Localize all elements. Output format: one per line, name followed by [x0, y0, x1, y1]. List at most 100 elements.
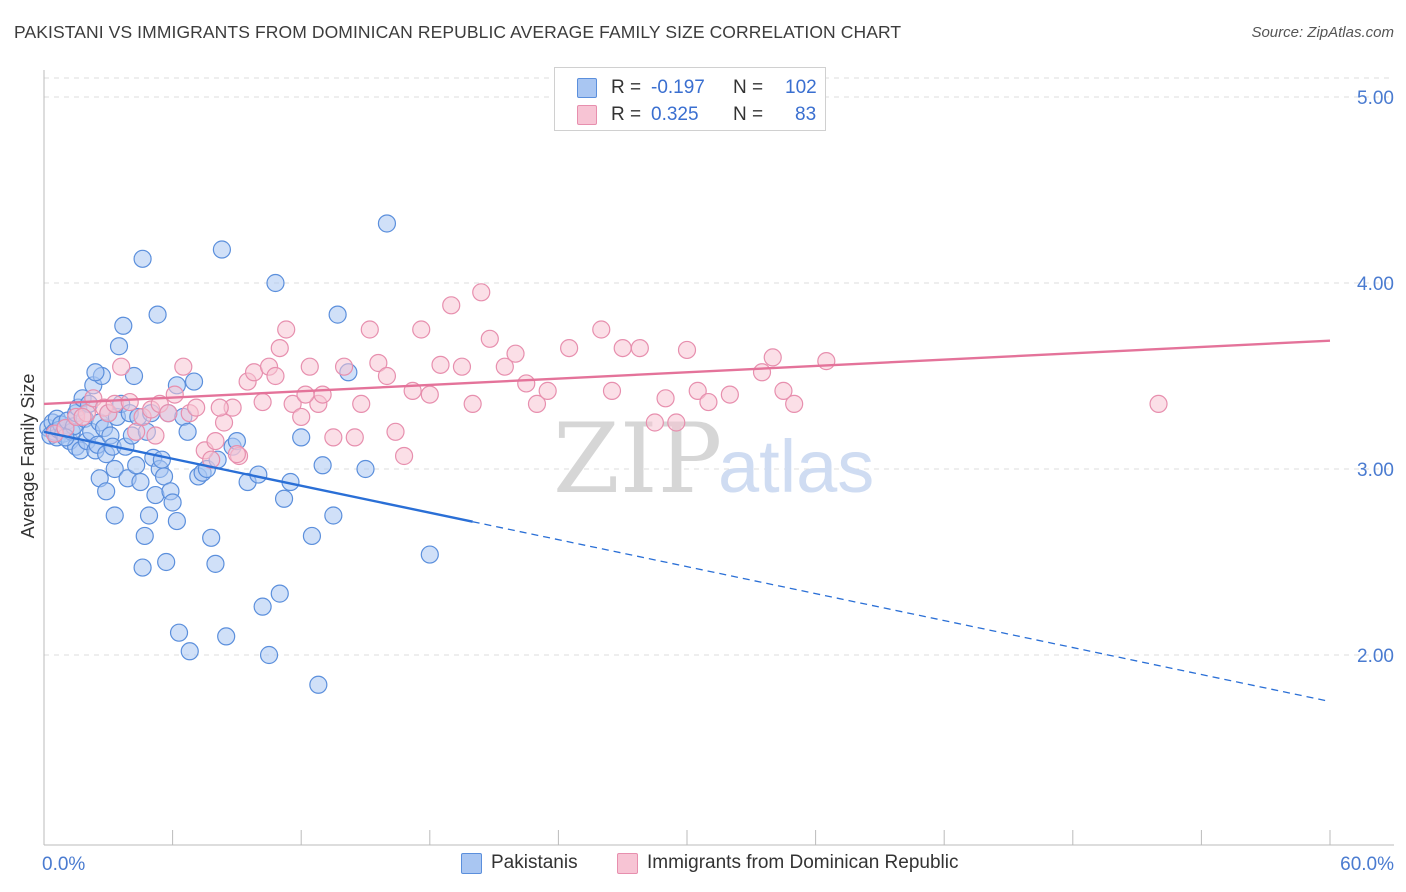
- dominican-point: [105, 394, 124, 413]
- pakistani-point: [86, 363, 105, 382]
- pakistani-trend-line: [43, 430, 473, 523]
- pakistani-point: [97, 482, 116, 501]
- pakistani-point: [356, 459, 375, 479]
- dominican-point: [463, 394, 482, 413]
- pakistani-point: [133, 249, 152, 268]
- source-label: Source: ZipAtlas.com: [1251, 24, 1394, 41]
- pakistani-point: [135, 526, 154, 546]
- dominican-point: [394, 446, 414, 466]
- dominican-point: [613, 339, 632, 358]
- dominican-point: [763, 348, 782, 367]
- x-tick-marks: [43, 830, 1331, 845]
- pakistani-trend-extension: [472, 521, 1331, 703]
- pakistani-point: [133, 558, 152, 577]
- watermark-zip: ZIP: [553, 403, 722, 515]
- dominican-point: [656, 389, 675, 408]
- dominican-point: [369, 353, 388, 373]
- pakistani-point: [127, 456, 146, 475]
- dominican-point: [277, 320, 296, 339]
- dominican-point: [785, 394, 804, 413]
- chart-title: PAKISTANI VS IMMIGRANTS FROM DOMINICAN R…: [14, 22, 902, 42]
- y-tick-label: 2.00: [1357, 646, 1394, 667]
- dominican-point: [412, 320, 431, 339]
- dominican-point: [187, 398, 206, 417]
- dominican-point: [720, 385, 739, 404]
- pakistani-point: [148, 305, 167, 324]
- dominican-point: [420, 385, 439, 404]
- dominican-point: [517, 374, 536, 393]
- pakistani-point: [206, 554, 225, 573]
- pakistani-point: [266, 273, 285, 293]
- dominican-point: [688, 381, 707, 400]
- dominican-point: [73, 407, 92, 427]
- dominican-point: [296, 385, 315, 404]
- dominican-point: [253, 392, 272, 412]
- dominican-point: [210, 398, 229, 417]
- legend-n-label: N =: [733, 77, 764, 98]
- pakistani-point: [270, 584, 289, 603]
- y-tick-labels: 2.00 3.00 4.00 5.00: [1357, 88, 1394, 667]
- dominican-point: [345, 428, 364, 447]
- dominican-point: [602, 381, 622, 400]
- dominican-point: [206, 432, 225, 451]
- dominican-point: [120, 392, 139, 412]
- pakistani-point: [274, 489, 294, 508]
- pakistani-point: [313, 456, 332, 475]
- pakistani-point: [178, 422, 197, 441]
- pakistani-point: [124, 366, 144, 386]
- dominican-point: [352, 394, 371, 413]
- dominican-point: [360, 320, 379, 339]
- dominican-point: [174, 357, 193, 376]
- legend-swatch-blue: [577, 78, 597, 98]
- pakistani-point: [184, 372, 204, 391]
- pakistani-point: [131, 472, 150, 492]
- pakistani-point: [420, 545, 439, 564]
- dominican-point: [283, 394, 302, 413]
- dominican-point: [334, 357, 354, 376]
- dominican-point: [313, 385, 332, 404]
- y-tick-label: 4.00: [1357, 274, 1394, 295]
- dominican-point: [266, 366, 285, 386]
- dominican-point: [300, 357, 319, 376]
- dominican-point: [377, 366, 397, 386]
- legend-r-value: 0.325: [651, 104, 699, 125]
- dominican-point: [431, 355, 450, 374]
- dominican-point: [677, 340, 697, 360]
- pakistani-point: [259, 645, 279, 665]
- dominican-point: [112, 357, 131, 376]
- dominican-point: [538, 381, 557, 400]
- pakistani-point: [253, 597, 272, 616]
- pakistani-point: [139, 506, 159, 525]
- dominican-point: [292, 407, 311, 427]
- pakistani-point: [163, 493, 182, 512]
- legend-n-value: 102: [785, 77, 817, 98]
- pakistani-point: [152, 450, 171, 469]
- pakistani-point: [114, 316, 133, 335]
- pakistani-point: [202, 528, 221, 547]
- pakistani-point: [292, 428, 311, 447]
- legend-n-label: N =: [733, 104, 764, 125]
- dominican-points: [45, 283, 1168, 469]
- pakistani-point: [324, 506, 343, 525]
- dominican-trend-line: [43, 339, 1331, 406]
- dominican-point: [324, 428, 343, 447]
- pakistani-point: [157, 552, 176, 572]
- grid-lines: [44, 77, 1394, 656]
- dominican-point: [452, 357, 472, 376]
- legend-swatch-pink: [577, 105, 597, 125]
- dominican-point: [227, 445, 246, 464]
- dominican-point: [165, 385, 184, 404]
- dominican-point: [270, 339, 289, 358]
- pakistani-point: [109, 337, 129, 356]
- dominican-point: [667, 413, 686, 432]
- pakistani-point: [217, 627, 236, 646]
- legend-r-label: R =: [611, 104, 642, 125]
- bottom-legend-label: Pakistanis: [491, 852, 578, 873]
- legend-r-value: -0.197: [651, 77, 705, 98]
- dominican-point: [699, 392, 718, 412]
- pakistani-point: [169, 623, 189, 642]
- dominican-point: [442, 296, 461, 315]
- dominican-point: [630, 339, 649, 358]
- pakistani-point: [328, 305, 347, 324]
